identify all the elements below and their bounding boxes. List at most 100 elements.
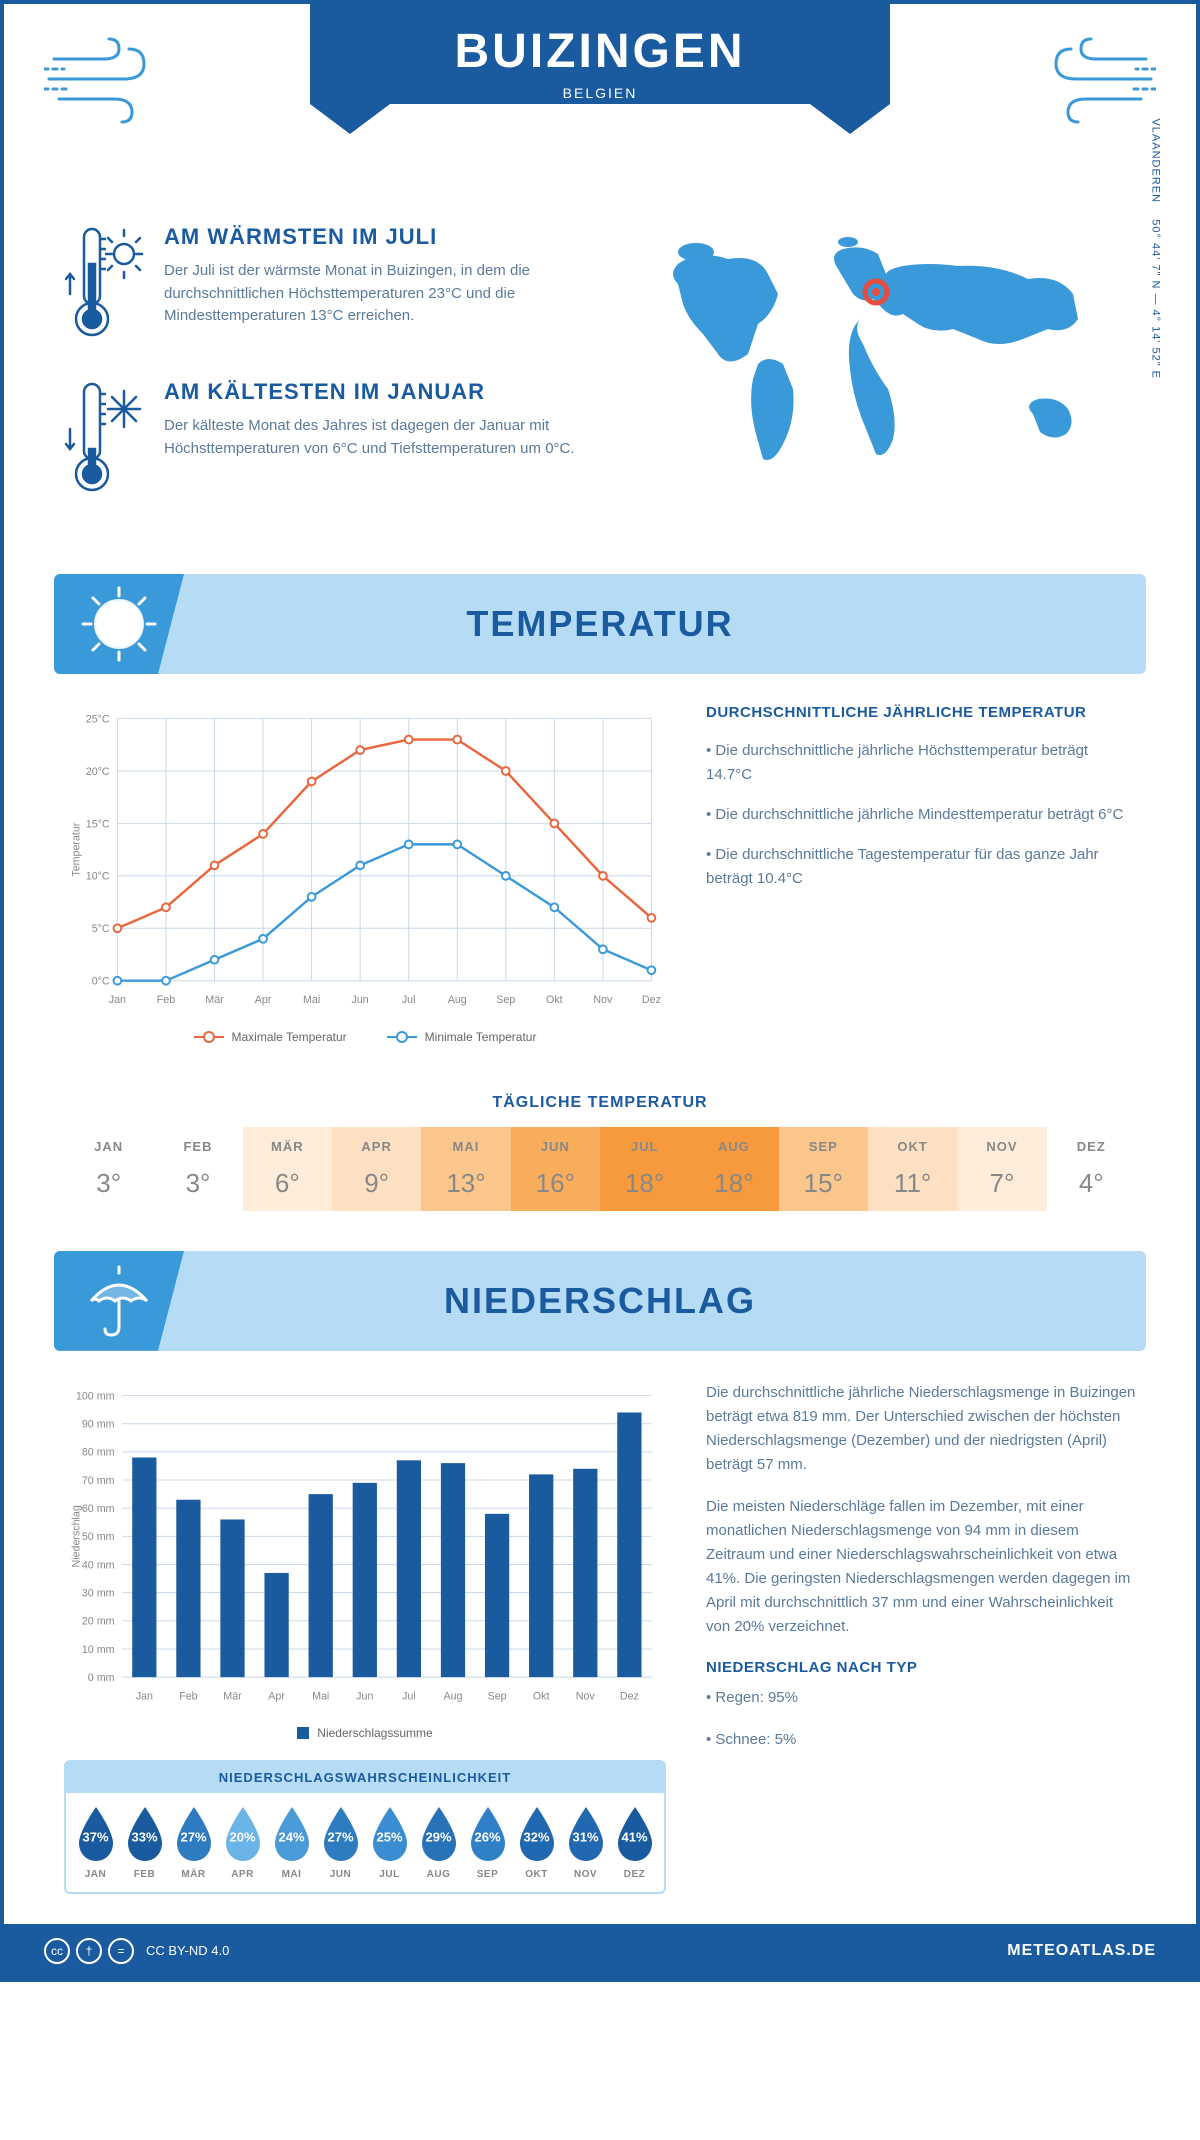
prob-cell: 33%FEB	[121, 1805, 168, 1880]
temp-note: • Die durchschnittliche Tagestemperatur …	[706, 843, 1136, 891]
daily-cell: MÄR6°	[243, 1127, 332, 1211]
svg-text:Jul: Jul	[402, 994, 416, 1006]
prob-cell: 29%AUG	[415, 1805, 462, 1880]
svg-text:Jun: Jun	[352, 994, 369, 1006]
precip-para: Die durchschnittliche jährliche Niedersc…	[706, 1381, 1136, 1477]
cc-icons: cc†=	[44, 1938, 134, 1964]
prob-cell: 24%MAI	[268, 1805, 315, 1880]
svg-text:50 mm: 50 mm	[82, 1531, 115, 1543]
svg-text:15°C: 15°C	[86, 818, 110, 830]
svg-text:Dez: Dez	[620, 1690, 639, 1702]
coldest-text: Der kälteste Monat des Jahres ist dagege…	[164, 415, 580, 460]
daily-cell: JUL18°	[600, 1127, 689, 1211]
prob-cell: 26%SEP	[464, 1805, 511, 1880]
umbrella-icon	[79, 1261, 159, 1341]
daily-cell: JUN16°	[511, 1127, 600, 1211]
svg-text:40 mm: 40 mm	[82, 1559, 115, 1571]
daily-cell: SEP15°	[779, 1127, 868, 1211]
thermometer-hot-icon	[64, 224, 144, 349]
precip-section-header: NIEDERSCHLAG	[54, 1251, 1146, 1351]
daily-temp-row: JAN3°FEB3°MÄR6°APR9°MAI13°JUN16°JUL18°AU…	[64, 1127, 1136, 1211]
svg-text:70 mm: 70 mm	[82, 1475, 115, 1487]
svg-text:Mär: Mär	[205, 994, 224, 1006]
daily-cell: MAI13°	[421, 1127, 510, 1211]
svg-text:0 mm: 0 mm	[88, 1672, 115, 1684]
svg-text:Okt: Okt	[533, 1690, 550, 1702]
precip-heading: NIEDERSCHLAG	[444, 1280, 756, 1322]
svg-text:Jul: Jul	[402, 1690, 416, 1702]
page-subtitle: BELGIEN	[455, 85, 746, 101]
daily-cell: JAN3°	[64, 1127, 153, 1211]
svg-text:10°C: 10°C	[86, 871, 110, 883]
svg-text:100 mm: 100 mm	[76, 1390, 115, 1402]
world-map	[620, 224, 1136, 484]
svg-text:20 mm: 20 mm	[82, 1615, 115, 1627]
svg-text:20°C: 20°C	[86, 766, 110, 778]
svg-text:Sep: Sep	[496, 994, 515, 1006]
footer: cc†= CC BY-ND 4.0 METEOATLAS.DE	[4, 1924, 1196, 1978]
temp-notes-title: DURCHSCHNITTLICHE JÄHRLICHE TEMPERATUR	[706, 704, 1136, 721]
daily-cell: APR9°	[332, 1127, 421, 1211]
svg-text:60 mm: 60 mm	[82, 1503, 115, 1515]
daily-cell: DEZ4°	[1047, 1127, 1136, 1211]
temp-section-header: TEMPERATUR	[54, 574, 1146, 674]
precip-para: Die meisten Niederschläge fallen im Deze…	[706, 1495, 1136, 1639]
svg-text:Temperatur: Temperatur	[71, 822, 83, 876]
svg-text:Mai: Mai	[303, 994, 320, 1006]
svg-text:Jan: Jan	[109, 994, 126, 1006]
legend-min: .legend-item:nth-child(2) .legend-line::…	[387, 1030, 537, 1044]
brand: METEOATLAS.DE	[1007, 1942, 1156, 1960]
page-title: BUIZINGEN	[455, 24, 746, 79]
prob-cell: 27%MÄR	[170, 1805, 217, 1880]
svg-text:Jan: Jan	[136, 1690, 153, 1702]
prob-cell: 37%JAN	[72, 1805, 119, 1880]
wind-icon	[44, 34, 174, 124]
prob-cell: 20%APR	[219, 1805, 266, 1880]
prob-title: NIEDERSCHLAGSWAHRSCHEINLICHKEIT	[66, 1762, 664, 1793]
svg-text:Apr: Apr	[268, 1690, 285, 1702]
svg-text:Sep: Sep	[488, 1690, 507, 1702]
svg-text:5°C: 5°C	[92, 923, 110, 935]
warmest-text: Der Juli ist der wärmste Monat in Buizin…	[164, 260, 580, 328]
precip-type: • Regen: 95%	[706, 1686, 1136, 1710]
thermometer-cold-icon	[64, 379, 144, 504]
svg-text:0°C: 0°C	[92, 976, 110, 988]
daily-temp-title: TÄGLICHE TEMPERATUR	[4, 1094, 1196, 1112]
svg-text:Nov: Nov	[593, 994, 613, 1006]
temp-heading: TEMPERATUR	[466, 603, 733, 645]
svg-text:Feb: Feb	[179, 1690, 197, 1702]
svg-text:Nov: Nov	[576, 1690, 596, 1702]
svg-text:80 mm: 80 mm	[82, 1446, 115, 1458]
svg-text:Feb: Feb	[157, 994, 175, 1006]
svg-text:Apr: Apr	[255, 994, 272, 1006]
temp-line-chart: 0°C5°C10°C15°C20°C25°CJanFebMärAprMaiJun…	[64, 704, 666, 1044]
svg-text:90 mm: 90 mm	[82, 1418, 115, 1430]
prob-cell: 41%DEZ	[611, 1805, 658, 1880]
prob-cell: 27%JUN	[317, 1805, 364, 1880]
sun-icon	[79, 584, 159, 664]
svg-text:Mär: Mär	[223, 1690, 242, 1702]
header: BUIZINGEN BELGIEN	[4, 4, 1196, 204]
legend-precip: Niederschlagssumme	[297, 1726, 432, 1740]
svg-text:Niederschlag: Niederschlag	[71, 1505, 83, 1567]
temp-note: • Die durchschnittliche jährliche Mindes…	[706, 803, 1136, 827]
warmest-title: AM WÄRMSTEN IM JULI	[164, 224, 580, 250]
svg-text:Aug: Aug	[443, 1690, 462, 1702]
precip-prob-box: NIEDERSCHLAGSWAHRSCHEINLICHKEIT 37%JAN33…	[64, 1760, 666, 1894]
coldest-title: AM KÄLTESTEN IM JANUAR	[164, 379, 580, 405]
svg-text:10 mm: 10 mm	[82, 1644, 115, 1656]
license-text: CC BY-ND 4.0	[146, 1943, 229, 1958]
daily-cell: FEB3°	[153, 1127, 242, 1211]
legend-max: .legend-item:nth-child(1) .legend-line::…	[194, 1030, 347, 1044]
temp-note: • Die durchschnittliche jährliche Höchst…	[706, 739, 1136, 787]
precip-bar-chart: 0 mm10 mm20 mm30 mm40 mm50 mm60 mm70 mm8…	[64, 1381, 666, 1740]
daily-cell: NOV7°	[957, 1127, 1046, 1211]
svg-text:Aug: Aug	[448, 994, 467, 1006]
svg-text:Jun: Jun	[356, 1690, 373, 1702]
prob-cell: 31%NOV	[562, 1805, 609, 1880]
prob-cell: 25%JUL	[366, 1805, 413, 1880]
svg-text:Mai: Mai	[312, 1690, 329, 1702]
daily-cell: AUG18°	[689, 1127, 778, 1211]
coords-label: VLAANDEREN 50° 44' 7" N — 4° 14' 52" E	[1150, 118, 1162, 379]
warmest-block: AM WÄRMSTEN IM JULI Der Juli ist der wär…	[64, 224, 580, 349]
